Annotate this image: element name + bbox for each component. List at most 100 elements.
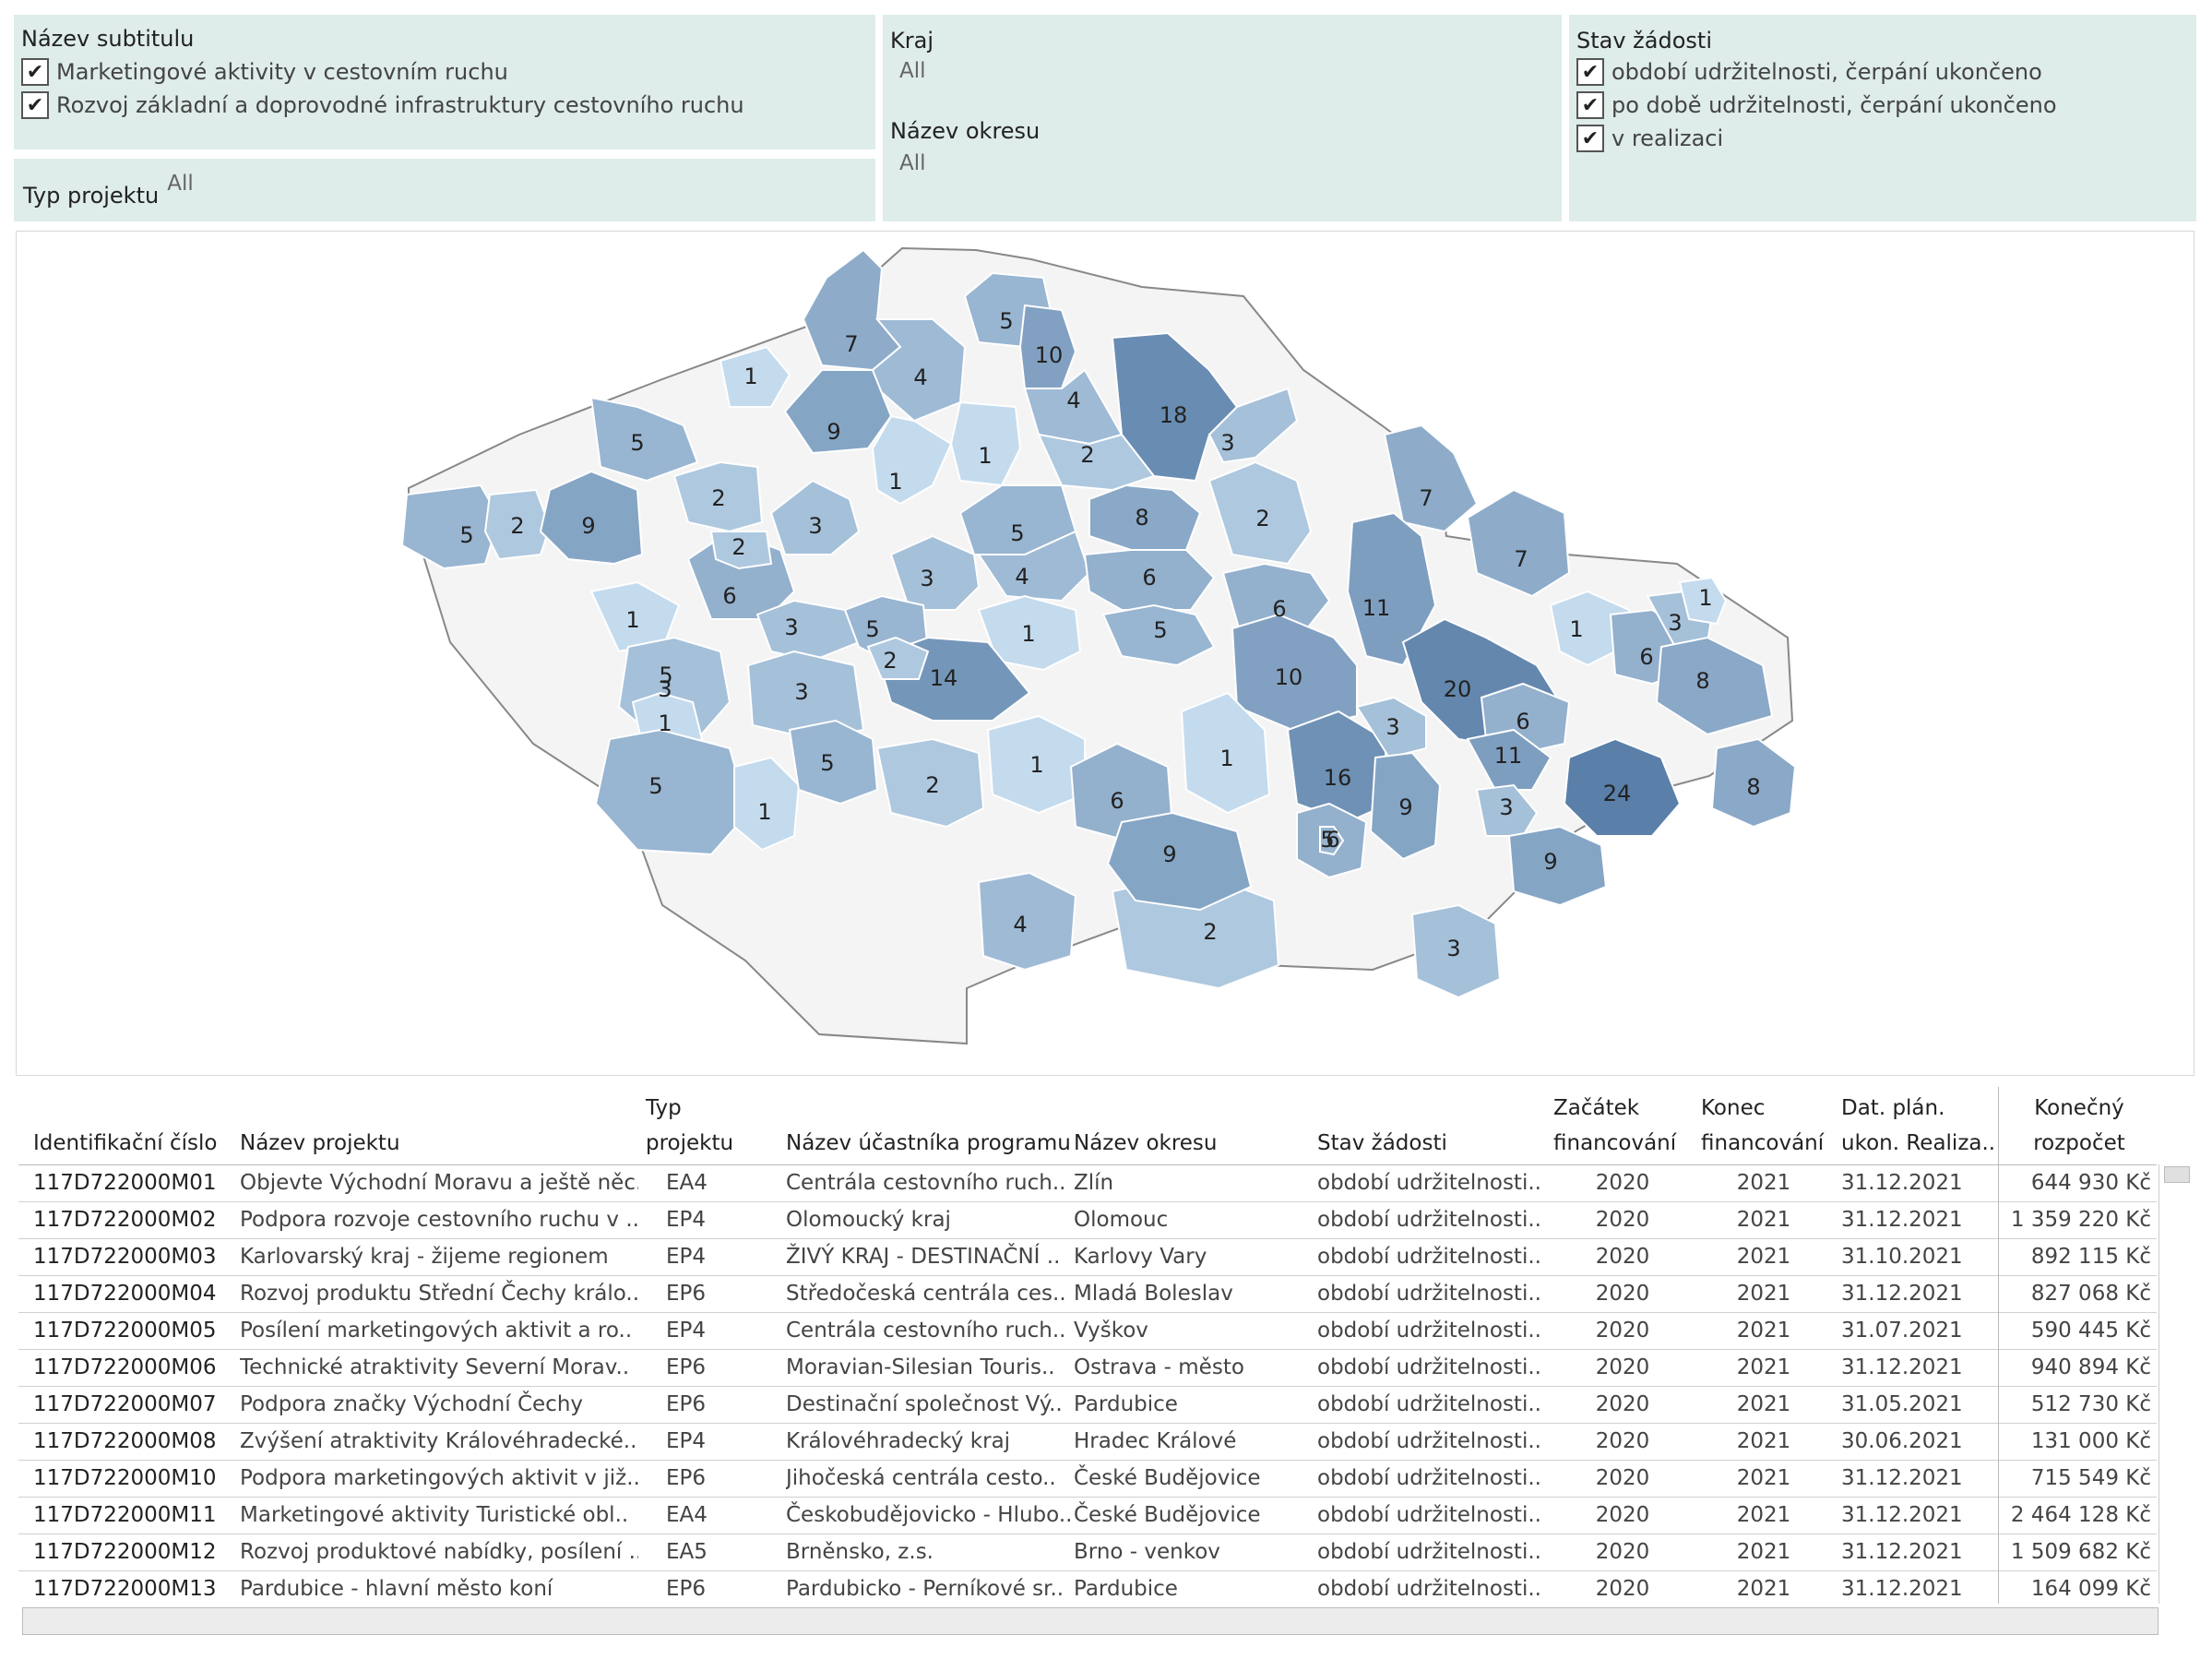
table-row[interactable]: 117D722000M06 Technické atraktivity Sever…: [18, 1349, 2157, 1387]
table-row[interactable]: 117D722000M11 Marketingové aktivity Turis…: [18, 1497, 2157, 1534]
map-district-count-label: 3: [794, 679, 808, 705]
map-district-d70[interactable]: [1106, 811, 1253, 912]
map-district-count-label: 1: [1219, 746, 1233, 771]
header-plan-date[interactable]: Dat. plán. ukon. Realiza..: [1841, 1091, 1995, 1161]
table-horizontal-scrollbar[interactable]: [22, 1607, 2158, 1635]
header-project-type[interactable]: Typ projektu: [646, 1091, 733, 1161]
header-budget-line2: rozpočet: [2033, 1131, 2125, 1155]
project-type-filter-value[interactable]: All: [167, 172, 194, 196]
cell-project-type: EA4: [666, 1171, 708, 1195]
map-district-d66[interactable]: [1507, 825, 1608, 907]
okres-filter-value[interactable]: All: [899, 151, 926, 175]
cell-participant: Brněnsko, z.s.: [786, 1540, 934, 1564]
map-district-d51[interactable]: [733, 756, 801, 852]
map-district-d69[interactable]: [1410, 903, 1502, 999]
cell-start-year: 2020: [1595, 1319, 1650, 1343]
header-participant[interactable]: Název účastníka programu: [786, 1131, 1071, 1155]
map-district-count-label: 6: [1272, 596, 1286, 622]
district-map[interactable]: 7 5 10 1 4 18 4 9 3 5 1 2 1 2 5 2 9 3 5 8 2 6 2 4 6 7 7 3 11 1 3 5 1 5 6 1 5…: [16, 231, 2194, 1076]
table-row[interactable]: 117D722000M12 Rozvoj produktové nabídky, …: [18, 1534, 2157, 1571]
header-start[interactable]: Začátek financování: [1553, 1091, 1676, 1161]
map-district-d27[interactable]: [1466, 488, 1571, 598]
map-district-d39[interactable]: [866, 636, 930, 680]
cell-end-year: 2021: [1736, 1208, 1791, 1232]
status-filter-title: Stav žádosti: [1576, 28, 1712, 54]
table-row[interactable]: 117D722000M04 Rozvoj produktu Střední Čec…: [18, 1275, 2157, 1313]
header-okres[interactable]: Název okresu: [1074, 1131, 1218, 1155]
checkbox-checked-icon[interactable]: ✔: [1576, 91, 1604, 119]
map-district-d09[interactable]: [1207, 387, 1299, 464]
map-district-d52[interactable]: [788, 719, 879, 806]
header-project-name[interactable]: Název projektu: [240, 1131, 400, 1155]
cell-budget: 1 509 682 Kč: [2010, 1540, 2151, 1564]
table-row[interactable]: 117D722000M02 Podpora rozvoje cestovního …: [18, 1201, 2157, 1239]
map-district-d18[interactable]: [769, 479, 861, 555]
status-option-after-sustainability[interactable]: ✔ po době udržitelnosti, čerpání ukončen…: [1576, 89, 2189, 122]
map-district-count-label: 5: [999, 308, 1013, 334]
map-district-d65[interactable]: [1710, 737, 1797, 829]
cell-participant: Královéhradecký kraj: [786, 1429, 1011, 1453]
map-district-d04[interactable]: [719, 345, 791, 408]
map-district-d50[interactable]: [594, 728, 750, 856]
cell-start-year: 2020: [1595, 1245, 1650, 1269]
map-district-d16[interactable]: [483, 488, 552, 561]
map-district-d53[interactable]: [875, 737, 985, 829]
subtitle-option-infrastructure[interactable]: ✔ Rozvoj základní a doprovodné infrastru…: [21, 89, 868, 122]
map-district-d58[interactable]: [1355, 696, 1427, 759]
cell-budget: 590 445 Kč: [2030, 1319, 2151, 1343]
map-district-d67[interactable]: [977, 871, 1077, 972]
kraj-filter-value[interactable]: All: [899, 59, 926, 83]
map-district-d20[interactable]: [1088, 483, 1202, 551]
table-row[interactable]: 117D722000M07 Podpora značky Východní Čec…: [18, 1386, 2157, 1424]
checkbox-checked-icon[interactable]: ✔: [21, 91, 49, 119]
map-district-d17[interactable]: [539, 470, 644, 566]
header-budget-line1: Konečný: [2034, 1096, 2124, 1120]
map-district-d61[interactable]: [1319, 826, 1345, 856]
table-row[interactable]: 117D722000M08 Zvýšení atraktivity Králové…: [18, 1423, 2157, 1461]
okres-filter-title: Název okresu: [890, 118, 1041, 144]
map-district-d34[interactable]: [1101, 603, 1216, 667]
header-budget[interactable]: Konečný rozpočet: [2015, 1091, 2144, 1161]
map-district-d23[interactable]: [709, 531, 773, 570]
project-type-filter-panel[interactable]: Typ projektu All: [14, 159, 875, 221]
table-vertical-scroll-thumb[interactable]: [2164, 1166, 2190, 1183]
header-end[interactable]: Konec financování: [1701, 1091, 1824, 1161]
map-district-d30[interactable]: [589, 580, 681, 653]
map-district-d10[interactable]: [589, 396, 699, 483]
map-district-d48[interactable]: [746, 650, 865, 741]
table-row[interactable]: 117D722000M03 Karlovarský kraj - žijeme r…: [18, 1238, 2157, 1276]
table-vertical-scrollbar[interactable]: [2158, 1164, 2191, 1604]
map-district-d13[interactable]: [871, 414, 953, 506]
map-district-d63[interactable]: [1563, 737, 1682, 837]
subtitle-option-marketing[interactable]: ✔ Marketingové aktivity v cestovním ruch…: [21, 55, 868, 89]
map-district-d21[interactable]: [1207, 460, 1313, 566]
status-option-sustainability[interactable]: ✔ období udržitelnosti, čerpání ukončeno: [1576, 55, 2189, 89]
map-district-d14[interactable]: [672, 460, 764, 533]
table-row[interactable]: 117D722000M13 Pardubice - hlavní město ko…: [18, 1570, 2157, 1604]
checkbox-checked-icon[interactable]: ✔: [21, 58, 49, 86]
cell-id: 117D722000M11: [33, 1503, 217, 1527]
map-district-d25[interactable]: [1083, 549, 1216, 611]
cell-end-year: 2021: [1736, 1355, 1791, 1379]
map-district-d45[interactable]: [1655, 636, 1774, 736]
checkbox-checked-icon[interactable]: ✔: [1576, 125, 1604, 152]
checkbox-checked-icon[interactable]: ✔: [1576, 58, 1604, 86]
header-id[interactable]: Identifikační číslo: [33, 1131, 218, 1155]
cell-start-year: 2020: [1595, 1392, 1650, 1416]
map-district-d56[interactable]: [1180, 691, 1271, 815]
map-district-d62[interactable]: [1466, 728, 1552, 791]
cell-okres: Mladá Boleslav: [1074, 1282, 1233, 1306]
header-status[interactable]: Stav žádosti: [1317, 1131, 1447, 1155]
cell-project-name: Posílení marketingových aktivit a ro..: [240, 1319, 633, 1343]
status-option-in-progress[interactable]: ✔ v realizaci: [1576, 122, 2189, 155]
table-row[interactable]: 117D722000M10 Podpora marketingových akti…: [18, 1460, 2157, 1498]
cell-project-name: Podpora značky Východní Čechy: [240, 1392, 584, 1416]
table-row[interactable]: 117D722000M01 Objevte Východní Moravu a j…: [18, 1164, 2157, 1202]
map-district-d64[interactable]: [1475, 783, 1539, 837]
map-district-d60[interactable]: [1369, 751, 1442, 861]
table-row[interactable]: 117D722000M05 Posílení marketingových akt…: [18, 1312, 2157, 1350]
map-district-d15[interactable]: [400, 483, 501, 570]
cell-status: období udržitelnosti..: [1317, 1282, 1541, 1306]
map-district-d44[interactable]: [1678, 576, 1728, 626]
